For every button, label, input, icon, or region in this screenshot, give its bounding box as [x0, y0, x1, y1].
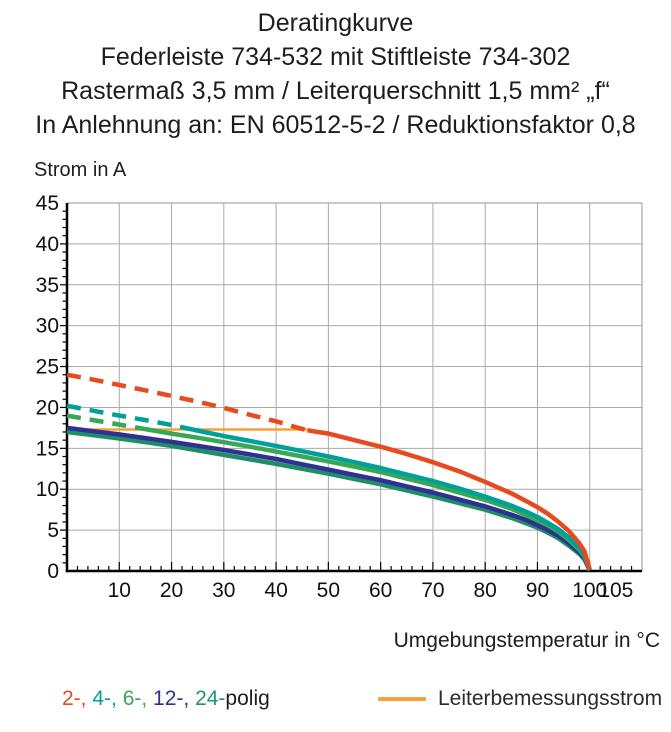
curve-4-polig	[192, 427, 592, 571]
y-axis-label: Strom in A	[34, 159, 127, 181]
rated-line-swatch	[378, 697, 426, 701]
title-line-1: Deratingkurve	[257, 9, 414, 37]
x-axis-label: Umgebungstemperatur in °C	[393, 629, 660, 652]
title-line-3: Rastermaß 3,5 mm / Leiterquerschnitt 1,5…	[61, 77, 610, 105]
y-tick-label: 45	[36, 192, 59, 215]
x-tick-label: 60	[369, 579, 392, 602]
curve-dashed-4-polig	[66, 403, 193, 432]
y-tick-label: 15	[36, 437, 59, 460]
x-tick-label: 90	[526, 579, 549, 602]
x-tick-label: 105	[598, 579, 633, 602]
poles-legend-segment: polig	[225, 687, 270, 710]
poles-legend: 2-, 4-, 6-, 12-, 24-polig	[62, 687, 270, 711]
poles-legend-segment: 6-,	[116, 687, 148, 710]
x-tick-label: 40	[264, 579, 287, 602]
curve-12-polig	[66, 425, 592, 572]
y-tick-label: 30	[36, 315, 59, 338]
x-tick-label: 10	[108, 579, 131, 602]
title-line-2: Federleiste 734-532 mit Stiftleiste 734-…	[100, 43, 571, 71]
title-line-4: In Anlehnung an: EN 60512-5-2 / Reduktio…	[35, 111, 636, 139]
rated-line-label: Leiterbemessungsstrom	[438, 687, 663, 710]
y-tick-label: 0	[47, 560, 59, 583]
poles-legend-segment: 4-,	[86, 687, 117, 710]
y-tick-label: 35	[36, 274, 59, 297]
poles-legend-segment: 12-,	[147, 687, 190, 710]
x-tick-label: 70	[421, 579, 444, 602]
y-tick-label: 25	[36, 356, 59, 379]
y-tick-label: 20	[36, 396, 59, 419]
y-tick-label: 40	[36, 233, 59, 256]
x-tick-label: 100	[572, 579, 607, 602]
x-tick-label: 50	[317, 579, 340, 602]
x-tick-label: 20	[160, 579, 183, 602]
x-tick-label: 80	[474, 579, 497, 602]
curve-2-polig	[307, 428, 592, 571]
chart-title-block: Deratingkurve Federleiste 734-532 mit St…	[0, 6, 671, 142]
x-tick-label: 30	[212, 579, 235, 602]
rated-current-legend: Leiterbemessungsstrom	[378, 687, 662, 711]
y-tick-label: 10	[36, 478, 59, 501]
y-tick-label: 5	[47, 519, 59, 542]
curve-dashed-6-polig	[66, 413, 146, 432]
poles-legend-segment: 2-,	[62, 687, 87, 710]
poles-legend-segment: 24-	[189, 687, 226, 710]
